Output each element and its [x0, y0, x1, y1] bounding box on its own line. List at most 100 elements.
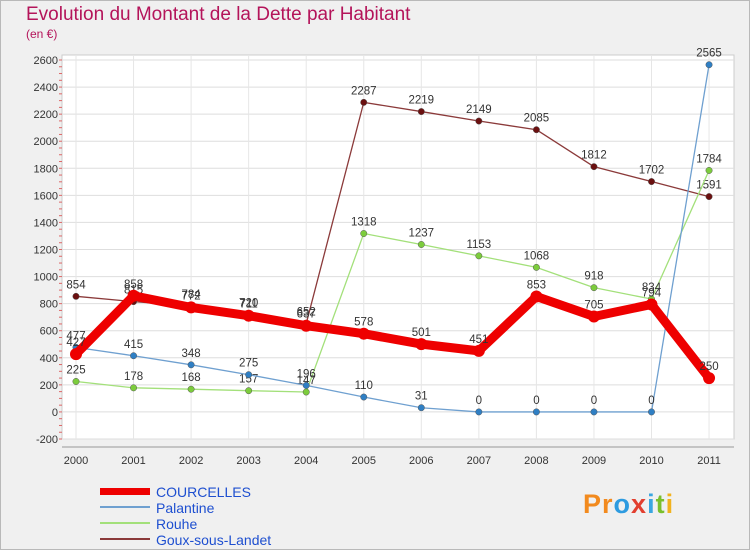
data-label: 1068 — [524, 250, 550, 262]
data-point — [532, 408, 540, 416]
data-point — [705, 193, 713, 201]
data-label: 1153 — [466, 239, 491, 251]
y-tick-label: 200 — [40, 380, 58, 392]
data-label: 31 — [415, 391, 428, 403]
logo-letter: i — [665, 489, 675, 519]
y-tick-label: -200 — [36, 434, 58, 446]
data-label: 250 — [699, 361, 718, 373]
data-label: 0 — [476, 395, 482, 407]
data-label: 2149 — [466, 104, 492, 116]
series-line-palantine — [75, 64, 710, 413]
data-point — [360, 230, 368, 237]
data-point — [245, 371, 253, 379]
data-label: 652 — [297, 307, 316, 319]
data-point — [472, 344, 485, 357]
data-point — [70, 348, 82, 361]
logo-letter: t — [655, 489, 666, 519]
legend-label: COURCELLES — [156, 484, 251, 500]
data-point — [415, 338, 428, 351]
data-label: 477 — [66, 330, 85, 342]
data-label: 1702 — [639, 165, 665, 177]
series-line-rouhe — [75, 170, 710, 393]
legend-swatch-courcelles — [100, 488, 150, 495]
data-label: 772 — [182, 290, 201, 302]
data-point — [475, 117, 483, 125]
data-label: 1591 — [696, 180, 722, 192]
data-point — [645, 298, 658, 311]
y-tick-label: 2200 — [34, 109, 58, 121]
data-point — [475, 408, 483, 416]
data-point — [648, 408, 655, 416]
data-point — [590, 408, 598, 416]
x-tick-label: 2001 — [121, 455, 145, 467]
y-tick-label: 1000 — [34, 272, 58, 284]
data-label: 2287 — [351, 85, 377, 97]
data-label: 275 — [239, 358, 258, 370]
data-point — [72, 292, 80, 300]
data-label: 157 — [239, 374, 258, 386]
data-label: 348 — [182, 348, 201, 360]
legend-label: Palantine — [156, 500, 215, 516]
data-label: 225 — [66, 364, 85, 376]
data-point — [532, 263, 540, 271]
logo-letter: r — [602, 489, 614, 519]
plot-area — [61, 54, 735, 440]
x-tick-label: 2007 — [467, 455, 491, 467]
y-tick-label: 1800 — [34, 163, 58, 175]
x-tick-label: 2004 — [294, 455, 318, 467]
data-point — [475, 252, 483, 260]
proxiti-logo: Proxiti — [583, 489, 674, 520]
data-point — [417, 241, 425, 248]
x-tick-label: 2008 — [524, 455, 548, 467]
legend-swatch-rouhe — [100, 522, 150, 524]
data-point — [587, 310, 600, 323]
logo-letter: x — [631, 489, 648, 519]
data-label: 705 — [584, 300, 603, 312]
data-point — [360, 98, 368, 106]
data-point — [72, 378, 80, 385]
y-tick-label: 1400 — [34, 217, 58, 229]
data-label: 854 — [66, 279, 86, 291]
data-point — [185, 301, 198, 314]
data-point — [302, 388, 310, 396]
data-label: 501 — [412, 327, 431, 339]
data-point — [187, 361, 195, 369]
data-point — [245, 387, 253, 395]
data-label: 1812 — [581, 150, 607, 162]
data-point — [187, 385, 195, 393]
data-label: 427 — [66, 337, 85, 349]
data-label: 858 — [124, 279, 143, 291]
y-tick-label: 1600 — [34, 190, 58, 202]
x-tick-label: 2000 — [64, 455, 88, 467]
legend-swatch-goux — [100, 538, 150, 540]
data-point — [703, 372, 716, 385]
y-tick-label: 2400 — [34, 82, 58, 94]
data-label: 918 — [584, 271, 603, 283]
data-label: 2565 — [696, 48, 722, 60]
data-point — [705, 61, 713, 69]
logo-letter: i — [647, 489, 656, 519]
data-point — [530, 290, 543, 303]
data-point — [417, 108, 425, 116]
series-line-courcelles — [72, 291, 713, 381]
data-point — [300, 319, 313, 332]
legend-label: Rouhe — [156, 516, 198, 532]
y-tick-label: 1200 — [34, 245, 58, 257]
chart-title: Evolution du Montant de la Dette par Hab… — [26, 4, 411, 25]
data-label: 1318 — [351, 217, 377, 229]
data-label: 794 — [642, 287, 662, 299]
data-label: 196 — [297, 368, 316, 380]
data-point — [302, 381, 310, 389]
data-point — [590, 163, 598, 171]
data-point — [532, 126, 540, 134]
x-tick-label: 2002 — [179, 455, 203, 467]
data-label: 1784 — [696, 153, 722, 165]
data-point — [357, 327, 370, 340]
data-label: 0 — [533, 395, 539, 407]
x-tick-label: 2005 — [352, 455, 376, 467]
data-label: 0 — [591, 395, 597, 407]
y-tick-label: 800 — [40, 299, 58, 311]
data-label: 2219 — [409, 95, 435, 107]
logo-letter: o — [613, 489, 632, 519]
